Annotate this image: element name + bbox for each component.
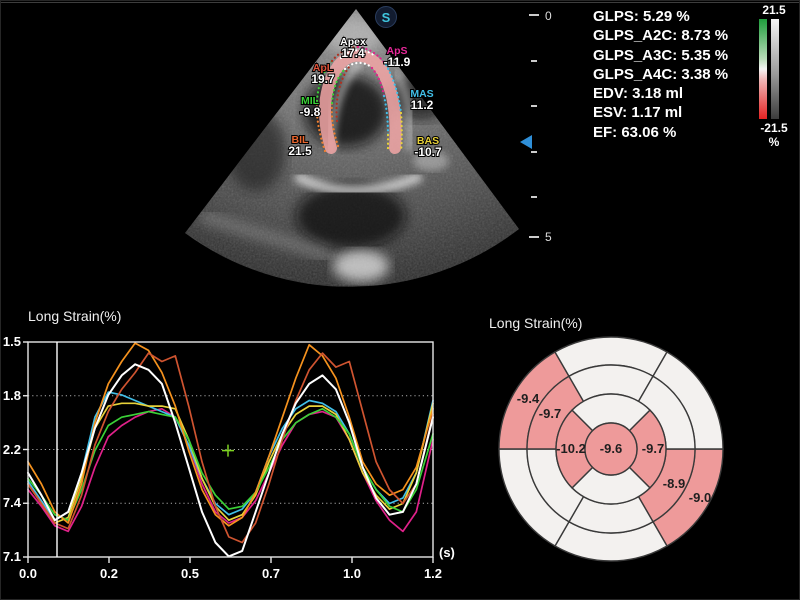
ruler-zero-label: 0 — [545, 9, 552, 23]
bullseye-segments — [498, 336, 724, 562]
segment-label-mil: MIL — [301, 95, 320, 107]
strain-curve-mas — [27, 391, 434, 522]
gray-scale — [771, 19, 779, 119]
strain-chart-title: Long Strain(%) — [28, 308, 122, 324]
x-tick-4: 1.0 — [343, 566, 361, 581]
x-axis-unit: (s) — [439, 545, 455, 560]
y-tick-1: 1.8 — [3, 388, 21, 403]
measurement-glps-a2c: GLPS_A2C: 8.73 % — [593, 27, 729, 45]
x-tick-5: 1.2 — [424, 566, 442, 581]
y-tick-2: 2.2 — [3, 442, 21, 457]
bullseye-value-basal-lr: -9.0 — [689, 490, 711, 505]
bullseye-value-apical-right: -9.7 — [642, 441, 664, 456]
focus-marker[interactable] — [520, 135, 532, 149]
measurement-esv: ESV: 1.17 ml — [593, 104, 683, 122]
strain-curve-bil — [27, 342, 434, 527]
top-divider — [1, 2, 799, 3]
segment-value-mas: 11.2 — [411, 98, 434, 112]
measurement-glps: GLPS: 5.29 % — [593, 8, 690, 25]
bullseye-value-mid-lr: -8.9 — [663, 476, 685, 491]
measurement-glps-a4c: GLPS_A4C: 3.38 % — [593, 65, 729, 83]
measurement-glps-a3c: GLPS_A3C: 5.35 % — [593, 46, 729, 64]
measurements-panel: GLPS: 5.29 % GLPS_A2C: 8.73 % GLPS_A3C: … — [593, 7, 728, 142]
segment-value-apl: 19.7 — [311, 72, 335, 86]
logo-letter: S — [382, 10, 391, 25]
measurement-ef: EF: 63.06 % — [593, 123, 677, 141]
strain-colorbar: 21.5 -21.5 % — [749, 3, 799, 149]
segment-label-bas: BAS — [417, 135, 439, 147]
segment-label-mas: MAS — [410, 88, 433, 100]
bullseye-value-apex: -9.6 — [600, 441, 622, 456]
strain-curve-apex — [27, 363, 434, 558]
segment-value-mil: -9.8 — [300, 105, 321, 119]
strain-curve-bas — [27, 402, 434, 524]
colorbar-unit: % — [768, 135, 780, 149]
segment-label-apex: Apex — [340, 36, 366, 48]
x-tick-3: 0.7 — [262, 566, 280, 581]
roi-center-marker — [222, 444, 234, 457]
segment-label-bil: BIL — [292, 134, 310, 146]
segment-label-aps: ApS — [387, 45, 408, 57]
bullseye-value-apical-left: -10.2 — [556, 441, 586, 456]
x-tick-2: 0.5 — [181, 566, 199, 581]
x-tick-0: 0.0 — [19, 566, 37, 581]
segment-label-apl: ApL — [313, 62, 334, 74]
bullseye-apex-segment — [584, 422, 638, 476]
colorbar-min-label: -21.5 — [760, 121, 788, 135]
bullseye-title: Long Strain(%) — [489, 315, 583, 331]
colorbar-max-label: 21.5 — [762, 3, 786, 17]
segment-value-bil: 21.5 — [288, 144, 312, 158]
strain-roi-band — [319, 49, 402, 154]
bullseye-value-mid-ul: -9.7 — [539, 406, 561, 421]
strain-chart: 1.5 1.8 2.2 7.4 7.1 0.0 0.2 0.5 0.7 1.0 … — [3, 334, 455, 581]
x-axis-ticks — [27, 557, 434, 563]
y-tick-4: 7.1 — [3, 549, 21, 564]
segment-value-aps: -11.9 — [384, 55, 411, 69]
roi-dotted-contours — [315, 45, 403, 153]
segment-value-bas: -10.7 — [414, 145, 442, 159]
segment-value-apex: 17.4 — [341, 46, 365, 60]
depth-ruler — [529, 14, 539, 238]
measurement-edv: EDV: 3.18 ml — [593, 85, 684, 103]
strain-curve-apl — [27, 352, 434, 544]
y-tick-3: 7.4 — [3, 495, 22, 510]
y-axis-ticks — [23, 341, 28, 558]
strain-curves — [27, 342, 434, 558]
y-tick-0: 1.5 — [3, 334, 21, 349]
probe-orientation-logo: S — [375, 6, 397, 28]
x-tick-1: 0.2 — [100, 566, 118, 581]
bullseye-plot: -9.4 -9.7 -10.2 -9.6 -9.7 -8.9 -9.0 — [498, 336, 724, 562]
strain-color-scale — [759, 19, 767, 119]
ruler-depth-label: 5 — [545, 230, 552, 244]
bullseye-value-basal-ul: -9.4 — [517, 391, 540, 406]
